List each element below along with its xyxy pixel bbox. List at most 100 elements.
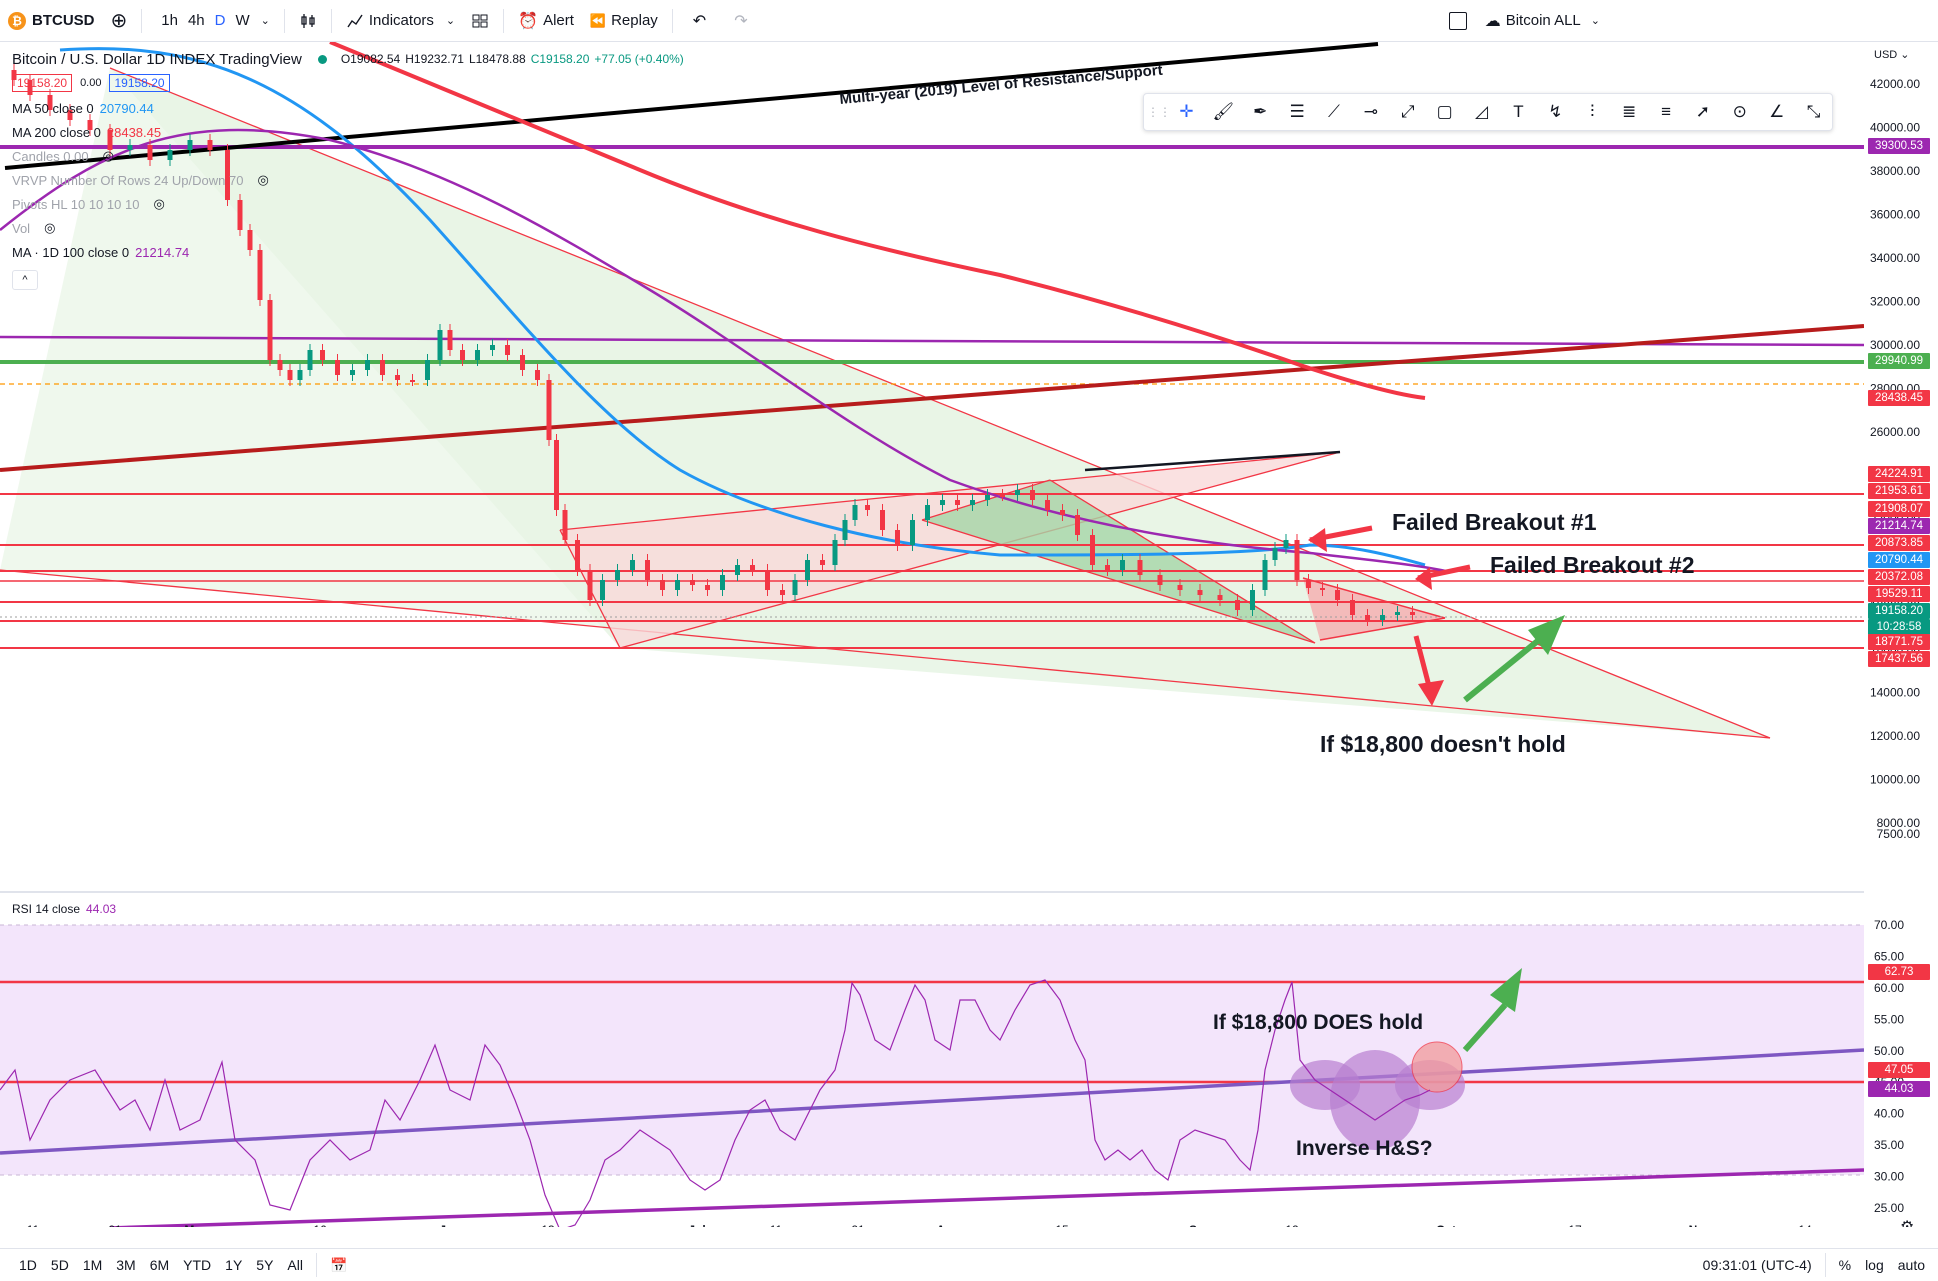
- candle-body: [630, 560, 635, 570]
- chevron-down-icon[interactable]: ⌄: [260, 15, 270, 27]
- hidden-eye-icon[interactable]: ◎: [102, 148, 114, 163]
- indicators-label: Indicators: [368, 12, 434, 29]
- candle-body: [1250, 590, 1255, 610]
- currency-selector[interactable]: USD ⌄: [1874, 49, 1910, 61]
- timeframe-1h[interactable]: 1h: [161, 12, 178, 29]
- range-button[interactable]: 3M: [116, 1257, 136, 1273]
- indicator-row[interactable]: Pivots HL 10 10 10 10 ◎: [12, 192, 684, 216]
- text-tool-icon[interactable]: T: [1513, 102, 1524, 121]
- layouts-grid-icon[interactable]: [463, 0, 497, 42]
- circle-icon[interactable]: ⊙: [1732, 102, 1747, 121]
- legend-title[interactable]: Bitcoin / U.S. Dollar 1D INDEX TradingVi…: [12, 50, 302, 68]
- candle-body: [335, 360, 340, 375]
- pen-icon[interactable]: ✒: [1253, 102, 1268, 121]
- horizontal-line-icon[interactable]: ⊸: [1363, 102, 1379, 121]
- price-tag: 20372.08: [1868, 569, 1930, 585]
- range-button[interactable]: 5D: [50, 1257, 69, 1273]
- hidden-eye-icon[interactable]: ◎: [257, 172, 269, 187]
- brush-icon[interactable]: 🖌: [1212, 102, 1235, 121]
- flag-right: [1049, 479, 1316, 644]
- trend-line-icon[interactable]: ⟋: [1328, 102, 1340, 121]
- ask-price[interactable]: 19158.20: [109, 74, 170, 92]
- measure-icon[interactable]: ⤡: [1806, 102, 1821, 121]
- ray-icon[interactable]: ⤢: [1400, 102, 1415, 121]
- indicator-row[interactable]: MA 200 close 0 28438.45: [12, 120, 684, 144]
- settings-gear-icon[interactable]: ⚙: [1900, 1219, 1914, 1227]
- drag-handle-icon[interactable]: ⋮⋮: [1147, 105, 1171, 119]
- price-tick-label: 40000.00: [1870, 120, 1920, 134]
- cloud-icon: ☁: [1484, 12, 1501, 30]
- price-tag: 28438.45: [1868, 390, 1930, 406]
- candle-body: [187, 140, 193, 150]
- date-range-calendar-icon[interactable]: 📅: [329, 1256, 348, 1273]
- timeframe-4h[interactable]: 4h: [187, 12, 205, 29]
- watchlist-toggle[interactable]: ☁ Bitcoin ALL ⌄: [1441, 0, 1608, 42]
- rectangle-icon[interactable]: ▢: [1436, 102, 1453, 121]
- range-button[interactable]: 6M: [149, 1257, 170, 1273]
- alert-button[interactable]: ⏰ Alert: [510, 0, 582, 42]
- timeframe-d[interactable]: D: [214, 12, 226, 29]
- fib-retracement-icon[interactable]: ≣: [1622, 102, 1637, 121]
- candle-body: [410, 380, 415, 382]
- candle-body: [1045, 500, 1050, 510]
- hidden-eye-icon[interactable]: ◎: [44, 220, 56, 235]
- candles-chart-type-icon[interactable]: [291, 0, 325, 42]
- undo-icon[interactable]: ↶: [692, 12, 707, 30]
- log-toggle[interactable]: log: [1865, 1257, 1884, 1273]
- range-button[interactable]: All: [287, 1257, 303, 1273]
- range-button[interactable]: 1Y: [225, 1257, 243, 1273]
- candle-body: [1235, 600, 1240, 610]
- chevron-down-icon[interactable]: ⌄: [445, 15, 456, 27]
- bid-price[interactable]: 19158.20: [12, 74, 73, 92]
- triangle-icon[interactable]: ◿: [1475, 102, 1489, 121]
- collapse-legend-button[interactable]: ^: [12, 270, 38, 290]
- rsi-upper-trendline: [0, 1048, 1865, 1155]
- fib-lines-icon[interactable]: ☰: [1289, 102, 1305, 121]
- parallel-channel-icon[interactable]: ⫶: [1590, 102, 1595, 121]
- compare-add-icon[interactable]: ⊕: [110, 10, 128, 32]
- checkbox-icon[interactable]: [1448, 11, 1467, 30]
- alarm-clock-icon: ⏰: [518, 12, 539, 30]
- indicator-row[interactable]: Vol ◎: [12, 216, 684, 240]
- time-tick-label: 16: [313, 1223, 327, 1227]
- rsi-tick-label: 65.00: [1874, 949, 1904, 963]
- timeframe-w[interactable]: W: [235, 12, 250, 29]
- crosshair-icon[interactable]: ✛: [1179, 102, 1194, 121]
- chevron-down-icon[interactable]: ⌄: [1590, 15, 1600, 27]
- angle-icon[interactable]: ∠: [1769, 102, 1785, 121]
- range-button[interactable]: 1M: [82, 1257, 103, 1273]
- candle-body: [1365, 615, 1370, 620]
- indicator-row[interactable]: Candles 0.00 ◎: [12, 144, 684, 168]
- indicators-button[interactable]: Indicators ⌄: [338, 0, 463, 42]
- ma-200-line: [329, 42, 1426, 400]
- price-tick-label: 7500.00: [1877, 827, 1921, 841]
- percent-toggle[interactable]: %: [1838, 1257, 1852, 1273]
- indicator-row[interactable]: MA 50 close 0 20790.44: [12, 96, 684, 120]
- range-button[interactable]: 5Y: [256, 1257, 274, 1273]
- price-chart[interactable]: Multi-year (2019) Level of Resistance/Su…: [0, 42, 1938, 1227]
- clock-time[interactable]: 09:31:01 (UTC-4): [1702, 1257, 1812, 1273]
- failed-breakout-2-text: Failed Breakout #2: [1490, 552, 1695, 578]
- replay-button[interactable]: ⏪ Replay: [582, 0, 666, 42]
- range-button[interactable]: 1D: [19, 1257, 37, 1273]
- time-tick-label: Jul: [688, 1223, 705, 1227]
- price-tick-label: 30000.00: [1870, 338, 1920, 352]
- symbol-search-button[interactable]: ₿ BTCUSD: [0, 0, 103, 42]
- position-icon[interactable]: ≡: [1661, 102, 1671, 121]
- rsi-label[interactable]: RSI 14 close: [12, 902, 81, 916]
- indicator-row[interactable]: VRVP Number Of Rows 24 Up/Down 70 ◎: [12, 168, 684, 192]
- price-tag: 24224.91: [1868, 466, 1930, 482]
- arrow-tool-icon[interactable]: ➚: [1695, 102, 1711, 121]
- pennant-top: [1302, 577, 1446, 619]
- indicator-row[interactable]: MA · 1D 100 close 0 21214.74: [12, 240, 684, 264]
- candle-body: [277, 360, 283, 370]
- price-tick-label: 10000.00: [1870, 773, 1920, 787]
- candle-body: [395, 375, 400, 380]
- path-icon[interactable]: ↯: [1548, 102, 1563, 121]
- range-button[interactable]: YTD: [183, 1257, 212, 1273]
- watchlist-label: Bitcoin ALL: [1505, 12, 1581, 29]
- redo-icon[interactable]: ↷: [734, 12, 748, 30]
- time-tick-label: Aug: [936, 1223, 959, 1227]
- hidden-eye-icon[interactable]: ◎: [153, 196, 165, 211]
- auto-toggle[interactable]: auto: [1897, 1257, 1925, 1273]
